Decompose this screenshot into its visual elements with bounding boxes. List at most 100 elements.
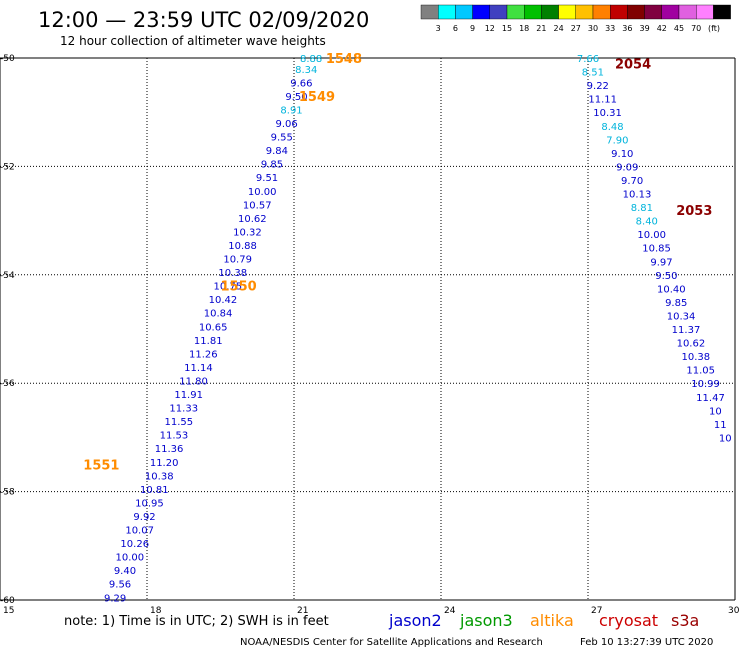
colorbar-swatch <box>524 4 542 20</box>
x-tick-label: 15 <box>3 606 14 616</box>
swh-value-label: 9.55 <box>271 133 293 144</box>
swh-value-label: 10.13 <box>623 190 652 201</box>
y-tick-label: -50 <box>0 54 15 64</box>
swh-value-label: 11.47 <box>696 393 725 404</box>
swh-value-label: 10.32 <box>233 227 262 238</box>
swh-value-label: 10.62 <box>238 214 267 225</box>
swh-value-label: 8.51 <box>582 68 604 79</box>
swh-value-label: 8.34 <box>295 65 317 76</box>
colorbar-swatch <box>506 4 525 20</box>
swh-value-label: 11.20 <box>150 458 179 469</box>
legend-s3a: s3a <box>671 611 699 630</box>
colorbar-label: 42 <box>657 24 667 33</box>
swh-value-label: 10.75 <box>214 282 243 293</box>
swh-value-label: 9.50 <box>285 92 307 103</box>
swh-value-label: 8.40 <box>636 217 658 228</box>
swh-value-label: 11.36 <box>155 444 184 455</box>
colorbar-swatch <box>713 4 731 20</box>
pass-number-label: 1549 <box>299 90 335 105</box>
x-tick-label: 27 <box>591 606 602 616</box>
swh-value-label: 9.97 <box>650 257 672 268</box>
colorbar-swatch <box>420 4 439 20</box>
y-tick-label: -52 <box>0 162 15 172</box>
swh-value-label: 10.31 <box>593 108 622 119</box>
swh-value-label: 9.06 <box>276 119 298 130</box>
swh-value-label: 10.26 <box>120 539 149 550</box>
swh-value-label: 10.34 <box>667 311 696 322</box>
swh-value-label: 11.91 <box>174 390 203 401</box>
swh-value-label: 10.84 <box>204 309 233 320</box>
colorbar-swatch <box>696 4 714 20</box>
swh-value-label: 10.38 <box>145 471 174 482</box>
colorbar-swatch <box>627 4 645 20</box>
swh-value-label: 11.26 <box>189 349 218 360</box>
colorbar-label: 3 <box>436 24 441 33</box>
pass-number-label: 2054 <box>615 57 651 72</box>
swh-value-label: 10.38 <box>681 352 710 363</box>
colorbar-label: 15 <box>502 24 512 33</box>
colorbar-swatch <box>455 4 473 20</box>
swh-value-label: 9.85 <box>665 298 687 309</box>
x-tick-labels: 15 18 21 24 27 30 <box>3 606 740 616</box>
colorbar-label: 70 <box>691 24 701 33</box>
swh-value-label: 10.99 <box>691 379 720 390</box>
colorbar-unit: (ft) <box>708 24 720 33</box>
swh-value-label: 7.66 <box>577 54 599 65</box>
swh-value-label: 10.62 <box>677 339 706 350</box>
swh-value-label: 11.81 <box>194 336 223 347</box>
colorbar-swatch <box>592 4 611 20</box>
footer-credit: NOAA/NESDIS Center for Satellite Applica… <box>240 637 543 648</box>
footer-timestamp: Feb 10 13:27:39 UTC 2020 <box>580 637 713 648</box>
swh-value-label: 11.53 <box>160 431 189 442</box>
colorbar-swatch <box>438 4 456 20</box>
satellite-legend: jason2 jason3 altika cryosat s3a <box>388 611 699 630</box>
swh-value-label: 11.14 <box>184 363 213 374</box>
x-tick-label: 30 <box>728 606 740 616</box>
y-tick-label: -60 <box>0 596 15 606</box>
y-tick-label: -54 <box>0 271 15 281</box>
swh-value-label: 9.22 <box>587 81 609 92</box>
pass-number-label: 2053 <box>676 204 712 219</box>
swh-value-label: 11.80 <box>179 376 208 387</box>
page-title: 12:00 — 23:59 UTC 02/09/2020 <box>38 8 369 32</box>
swh-value-label: 9.10 <box>611 149 633 160</box>
gridlines <box>0 58 735 600</box>
pass-number-label: 1550 <box>221 280 257 295</box>
swh-value-label: 10.07 <box>125 526 154 537</box>
colorbar-label: 24 <box>554 24 564 33</box>
colorbar-swatch <box>541 4 559 20</box>
legend-jason3: jason3 <box>459 611 513 630</box>
x-tick-label: 24 <box>444 606 456 616</box>
footer-note: note: 1) Time is in UTC; 2) SWH is in fe… <box>64 614 329 629</box>
colorbar-swatch <box>610 4 628 20</box>
colorbar-label: 36 <box>622 24 632 33</box>
swh-value-label: 9.66 <box>290 78 312 89</box>
swh-value-label: 9.51 <box>256 173 278 184</box>
swh-value-label: 10.85 <box>642 244 671 255</box>
y-tick-label: -56 <box>0 379 15 389</box>
swh-value-label: 11.37 <box>672 325 701 336</box>
swh-value-label: 9.50 <box>655 271 677 282</box>
legend-cryosat: cryosat <box>599 611 658 630</box>
swh-value-label: 10.40 <box>657 284 686 295</box>
x-tick-label: 18 <box>150 606 162 616</box>
swh-value-label: 10.95 <box>135 498 164 509</box>
swh-value-label: 9.09 <box>616 162 638 173</box>
colorbar-label: 21 <box>536 24 546 33</box>
swh-value-label: 9.85 <box>261 160 283 171</box>
plot-area: -50 -52 -54 -56 -58 -60 15 18 21 24 27 30 8.888.34… <box>0 52 740 616</box>
swh-value-label: 11 <box>714 420 727 431</box>
colorbar-label: 6 <box>453 24 458 33</box>
colorbar-swatch <box>661 4 680 20</box>
colorbar-swatch <box>644 4 662 20</box>
swh-value-label: 9.29 <box>104 593 126 604</box>
swh-value-label: 9.56 <box>109 580 131 591</box>
swh-value-label: 8.81 <box>631 203 653 214</box>
swh-value-label: 10.42 <box>209 295 238 306</box>
swh-value-label: 9.40 <box>114 566 136 577</box>
legend-altika: altika <box>530 611 574 630</box>
swh-value-label: 8.48 <box>601 122 623 133</box>
swh-value-label: 11.11 <box>588 95 617 106</box>
colorbar-label: 18 <box>519 24 529 33</box>
swh-value-label: 11.55 <box>165 417 194 428</box>
